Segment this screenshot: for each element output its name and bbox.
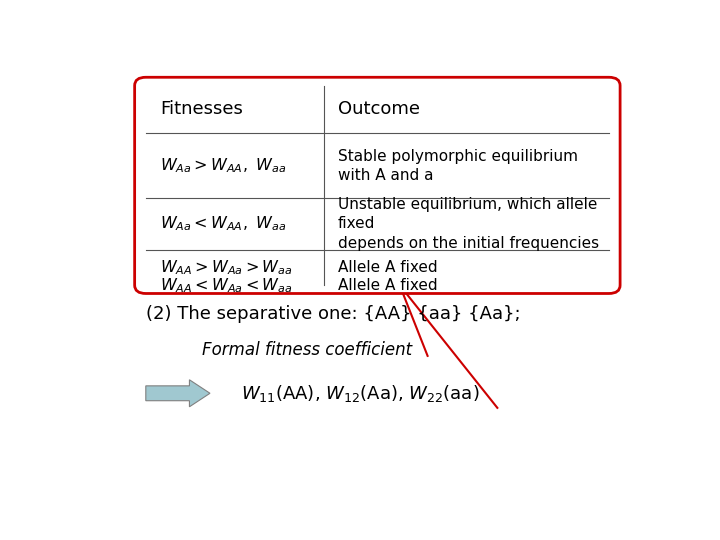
- Text: Allele A fixed: Allele A fixed: [338, 278, 438, 293]
- Text: Formal fitness coefficient: Formal fitness coefficient: [202, 341, 412, 359]
- Text: Allele A fixed: Allele A fixed: [338, 260, 438, 275]
- Text: Unstable equilibrium, which allele
fixed
depends on the initial frequencies: Unstable equilibrium, which allele fixed…: [338, 197, 599, 251]
- FancyBboxPatch shape: [135, 77, 620, 294]
- Text: Outcome: Outcome: [338, 100, 420, 118]
- Text: Fitnesses: Fitnesses: [160, 100, 243, 118]
- Text: $W_{Aa} < W_{AA},\ W_{aa}$: $W_{Aa} < W_{AA},\ W_{aa}$: [160, 214, 286, 233]
- Text: Stable polymorphic equilibrium
with A and a: Stable polymorphic equilibrium with A an…: [338, 148, 578, 183]
- Text: $W_{AA} > W_{Aa} > W_{aa}$: $W_{AA} > W_{Aa} > W_{aa}$: [160, 258, 292, 277]
- Text: $W_{11}$(AA), $W_{12}$(Aa), $W_{22}$(aa): $W_{11}$(AA), $W_{12}$(Aa), $W_{22}$(aa): [240, 383, 479, 404]
- Text: $W_{Aa} > W_{AA},\ W_{aa}$: $W_{Aa} > W_{AA},\ W_{aa}$: [160, 156, 286, 175]
- FancyArrow shape: [145, 380, 210, 407]
- Text: $W_{AA} < W_{Aa} < W_{aa}$: $W_{AA} < W_{Aa} < W_{aa}$: [160, 276, 292, 294]
- Text: (2) The separative one: {AA} {aa} {Aa};: (2) The separative one: {AA} {aa} {Aa};: [145, 305, 521, 323]
